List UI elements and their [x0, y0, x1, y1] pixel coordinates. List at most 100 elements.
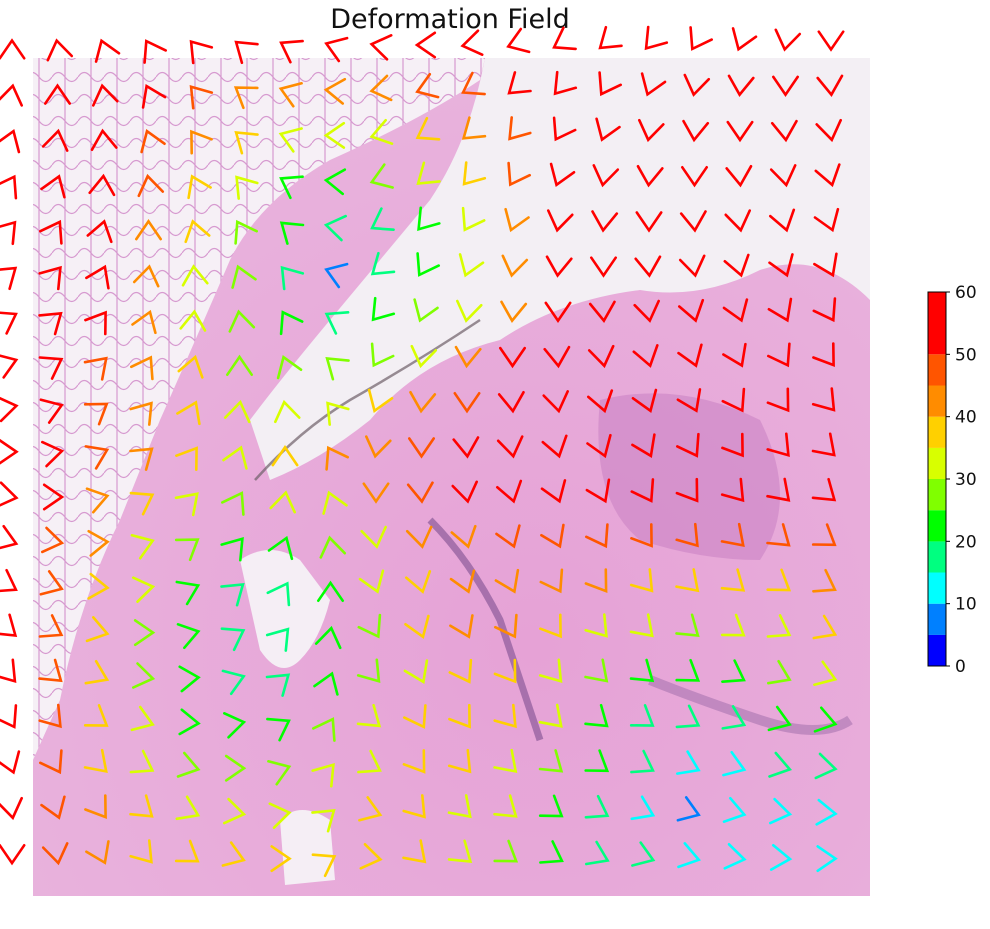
- quiver-arrow: [404, 570, 432, 594]
- quiver-arrow: [721, 659, 746, 684]
- quiver-arrow: [721, 705, 747, 730]
- quiver-arrow: [816, 74, 844, 97]
- quiver-arrow: [41, 128, 69, 152]
- quiver-arrow: [404, 614, 430, 639]
- quiver-arrow: [313, 671, 339, 696]
- colorbar: 0 10 20 30 40 50 60: [927, 283, 977, 677]
- quiver-arrow: [451, 480, 479, 504]
- quiver-arrow: [496, 435, 524, 459]
- quiver-arrow: [584, 794, 610, 819]
- quiver-arrow: [539, 568, 564, 594]
- quiver-arrow: [40, 440, 65, 468]
- quiver-arrow: [543, 345, 571, 369]
- quiver-arrow: [634, 255, 662, 278]
- quiver-arrow: [447, 748, 472, 774]
- quiver-arrow: [721, 432, 744, 458]
- colorbar-tick-label: 50: [955, 345, 977, 365]
- quiver-arrow: [402, 794, 426, 819]
- colorbar-tick-label: 30: [955, 470, 977, 490]
- quiver-arrow: [458, 253, 485, 278]
- quiver-arrow: [680, 166, 709, 188]
- quiver-arrow: [538, 658, 563, 683]
- quiver-arrow: [356, 703, 382, 728]
- quiver-arrow: [770, 119, 798, 143]
- quiver-arrow: [187, 174, 212, 200]
- quiver-arrow: [325, 357, 350, 381]
- quiver-arrow: [586, 389, 614, 414]
- quiver-arrow: [226, 354, 253, 377]
- quiver-arrow: [538, 703, 563, 728]
- quiver-arrow: [43, 83, 71, 105]
- quiver-arrow: [722, 298, 749, 323]
- quiver-arrow: [682, 119, 710, 143]
- quiver-arrow: [812, 614, 838, 640]
- quiver-arrow: [369, 118, 394, 145]
- quiver-arrow: [0, 796, 24, 821]
- quiver-arrow: [815, 798, 838, 826]
- quiver-arrow: [0, 174, 18, 200]
- quiver-arrow: [726, 120, 754, 143]
- quiver-arrow: [266, 717, 291, 742]
- quiver-arrow: [0, 524, 19, 550]
- quiver-arrow: [677, 343, 703, 368]
- quiver-arrow: [812, 297, 837, 323]
- quiver-arrow: [589, 256, 618, 278]
- quiver-arrow: [38, 356, 64, 380]
- quiver-arrow: [629, 568, 654, 593]
- quiver-arrow: [266, 581, 291, 607]
- quiver-arrow: [683, 73, 711, 97]
- quiver-arrow: [539, 840, 564, 864]
- quiver-arrow: [498, 346, 527, 369]
- quiver-arrow: [504, 207, 530, 233]
- quiver-arrow: [234, 40, 259, 65]
- quiver-arrow: [84, 310, 107, 336]
- quiver-arrow: [85, 487, 110, 514]
- quiver-arrow: [402, 839, 427, 864]
- quiver-glyphs: [0, 25, 845, 878]
- quiver-arrow: [584, 703, 609, 728]
- quiver-arrow: [815, 118, 843, 143]
- quiver-arrow: [813, 706, 838, 733]
- quiver-arrow: [41, 842, 69, 866]
- quiver-arrow: [455, 299, 483, 323]
- quiver-arrow: [629, 613, 654, 638]
- quiver-arrow: [0, 613, 18, 637]
- quiver-arrow: [38, 265, 62, 291]
- quiver-arrow: [189, 85, 214, 110]
- quiver-arrow: [181, 264, 209, 287]
- quiver-arrow: [189, 39, 214, 65]
- quiver-arrow: [0, 658, 17, 683]
- quiver-arrow: [174, 538, 200, 562]
- quiver-arrow: [766, 477, 791, 502]
- quiver-arrow: [814, 163, 841, 188]
- quiver-arrow: [813, 207, 840, 233]
- quiver-arrow: [268, 802, 292, 830]
- quiver-arrow: [461, 206, 486, 232]
- quiver-arrow: [85, 840, 110, 865]
- quiver-arrow: [402, 704, 427, 729]
- colorbar-bin: [928, 572, 946, 604]
- quiver-arrow: [677, 842, 702, 869]
- quiver-arrow: [231, 264, 257, 289]
- quiver-arrow: [453, 391, 481, 414]
- quiver-arrow: [584, 613, 608, 638]
- quiver-arrow: [87, 572, 110, 600]
- quiver-arrow: [721, 387, 746, 413]
- quiver-arrow: [675, 477, 699, 503]
- colorbar-bins: [928, 292, 946, 666]
- quiver-arrow: [449, 569, 476, 594]
- quiver-arrow: [462, 161, 487, 186]
- quiver-arrow: [326, 401, 350, 426]
- quiver-arrow: [325, 445, 350, 471]
- quiver-arrow: [766, 523, 791, 547]
- quiver-arrow: [493, 658, 517, 684]
- quiver-arrow: [587, 344, 615, 369]
- quiver-arrow: [265, 627, 290, 652]
- quiver-arrow: [83, 402, 109, 426]
- quiver-arrow: [0, 481, 19, 507]
- quiver-arrow: [540, 479, 567, 504]
- colorbar-bin: [928, 416, 946, 448]
- quiver-arrow: [221, 669, 246, 696]
- quiver-arrow: [175, 580, 201, 606]
- quiver-arrow: [316, 580, 345, 603]
